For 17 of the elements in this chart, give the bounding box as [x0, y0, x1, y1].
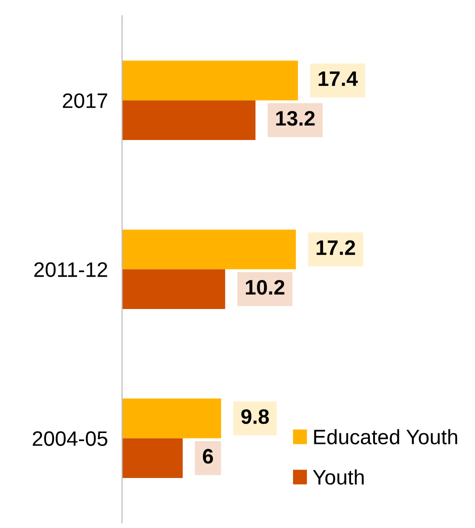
bar: [122, 398, 222, 438]
data-label: 9.8: [241, 409, 269, 424]
data-label: 10.2: [246, 280, 284, 295]
bar: [122, 60, 298, 100]
y-tick-label: 2011-12: [34, 262, 108, 278]
data-label: 13.2: [276, 111, 315, 126]
y-tick-label: 2004-05: [32, 431, 108, 446]
data-label: 17.2: [316, 240, 356, 255]
bar: [122, 100, 256, 140]
data-label: 17.4: [318, 72, 358, 86]
data-label: 6: [202, 448, 213, 464]
y-tick-label: 2017: [62, 93, 108, 108]
legend-label: Youth: [312, 469, 364, 485]
bar: [122, 230, 296, 270]
legend-label: Educated Youth: [314, 429, 458, 444]
bar: [122, 438, 183, 478]
bar: [122, 269, 226, 309]
